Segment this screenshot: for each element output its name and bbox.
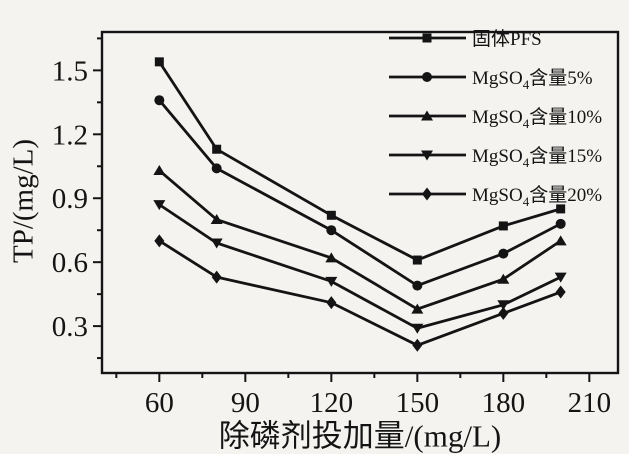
data-point-triangle-up: [421, 110, 433, 120]
data-point-circle: [498, 248, 509, 259]
y-tick-label: 0.9: [52, 183, 88, 215]
legend-entry-label: MgSO4含量5%: [472, 68, 593, 92]
legend-entry: MgSO4含量20%: [388, 174, 602, 213]
data-point-triangle-up: [554, 235, 567, 246]
data-point-square: [154, 57, 164, 67]
data-point-diamond: [422, 187, 432, 200]
data-point-triangle-down: [421, 150, 433, 160]
y-tick-label: 0.6: [52, 247, 88, 279]
x-tick-label: 90: [231, 387, 260, 419]
legend: 固体PFS MgSO4含量5% MgSO4含量10% MgSO4含量15% MgSO4含…: [388, 18, 602, 213]
legend-entry: 固体PFS: [388, 18, 602, 57]
data-point-diamond: [555, 285, 566, 299]
data-point-triangle-up: [325, 252, 338, 263]
y-tick-label: 0.3: [52, 311, 88, 343]
plot-border: [100, 30, 620, 375]
data-point-triangle-up: [411, 303, 424, 314]
legend-marker-icon: [389, 110, 466, 120]
y-tick-label: 1.2: [52, 119, 88, 151]
data-point-square: [326, 210, 336, 220]
data-point-circle: [422, 71, 432, 82]
y-axis-title: TP/(mg/L): [7, 138, 40, 264]
x-tick-label: 180: [482, 387, 526, 419]
series-line-3: [158, 203, 562, 330]
data-point-circle: [211, 163, 222, 174]
data-point-triangle-down: [411, 323, 424, 334]
data-point-square: [422, 33, 432, 42]
legend-entry: MgSO4含量5%: [388, 57, 602, 96]
legend-entry: MgSO4含量15%: [388, 135, 602, 174]
x-tick-label: 60: [145, 387, 174, 419]
legend-marker-icon: [389, 187, 466, 200]
legend-entry-label: MgSO4含量20%: [472, 185, 603, 209]
data-point-square: [412, 255, 422, 265]
data-point-circle: [326, 225, 337, 236]
legend-entry: MgSO4含量10%: [388, 96, 602, 135]
data-point-triangle-down: [554, 272, 567, 283]
data-point-diamond: [412, 338, 423, 352]
data-point-square: [498, 221, 508, 231]
data-point-circle: [555, 218, 566, 229]
x-tick-label: 120: [310, 387, 354, 419]
data-point-square: [556, 204, 566, 214]
data-point-diamond: [326, 296, 337, 310]
data-point-triangle-up: [497, 273, 510, 284]
legend-entry-label: MgSO4含量10%: [472, 107, 603, 131]
data-point-triangle-down: [210, 238, 223, 249]
data-point-triangle-down: [153, 200, 166, 211]
series-line-4: [158, 239, 562, 347]
data-point-circle: [412, 280, 423, 291]
y-tick-label: 1.5: [52, 55, 88, 87]
data-point-diamond: [498, 306, 509, 320]
data-point-circle: [154, 95, 165, 106]
series-line-1: [158, 99, 562, 288]
x-axis-title: 除磷剂投加量/(mg/L): [218, 418, 502, 454]
data-point-square: [212, 144, 222, 154]
series-line-0: [158, 61, 562, 262]
x-tick-label: 210: [568, 387, 612, 419]
data-point-triangle-up: [153, 165, 166, 176]
legend-marker-icon: [389, 33, 466, 42]
x-tick-label: 150: [396, 387, 440, 419]
data-point-triangle-down: [497, 300, 510, 311]
data-point-diamond: [211, 270, 222, 284]
data-point-triangle-up: [210, 214, 223, 225]
data-point-triangle-down: [325, 276, 338, 287]
series-line-2: [158, 169, 562, 311]
legend-entry-label: MgSO4含量15%: [472, 146, 603, 170]
legend-marker-icon: [389, 71, 466, 82]
legend-marker-icon: [389, 150, 466, 160]
data-point-diamond: [154, 234, 165, 248]
legend-entry-label: 固体PFS: [472, 29, 542, 50]
